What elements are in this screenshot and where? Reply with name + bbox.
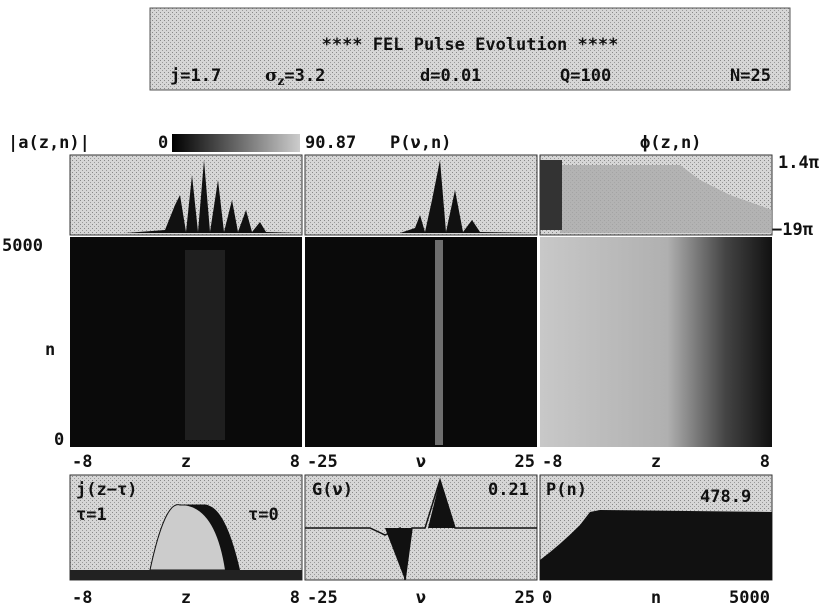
power-max: 478.9 [700, 487, 751, 507]
axis-labels: -8 z 8 -25 ν 25 0 n 5000 [72, 588, 770, 608]
n-label: n [45, 340, 55, 360]
phase-edge [540, 160, 562, 230]
axis-label: 5000 [729, 588, 770, 608]
axis-label: 25 [515, 588, 535, 608]
phase-bottom: −19π [772, 220, 814, 240]
base [70, 570, 302, 580]
axis-label: 8 [760, 452, 770, 472]
axis-label: z [181, 588, 191, 608]
param: j=1.7 [170, 66, 221, 86]
sigma-symbol: σ [265, 66, 278, 86]
sigma-sub: z [278, 74, 285, 88]
tau-right: τ=0 [248, 505, 279, 525]
heatmap [305, 237, 537, 447]
colorbar-min: 0 [158, 133, 168, 153]
tau-left: τ=1 [76, 505, 107, 525]
colorbar-max: 90.87 [305, 133, 356, 153]
n-bottom: 0 [54, 430, 64, 450]
power-curve [540, 510, 772, 580]
axis-labels: -8 z 8 -25 ν 25 -8 z 8 [72, 452, 770, 472]
heatmap-signal [435, 240, 443, 445]
spectrum-shape [400, 160, 535, 233]
header-box [149, 7, 791, 91]
title: **** FEL Pulse Evolution **** [322, 35, 619, 55]
heatmap-signal [185, 250, 225, 440]
param: Q=100 [560, 66, 611, 86]
axis-label: 25 [515, 452, 535, 472]
panel-label: G(ν) [312, 480, 353, 500]
axis-label: ν [416, 452, 426, 472]
axis-label: z [181, 452, 191, 472]
heatmap [540, 237, 772, 447]
axis-label: 0 [542, 588, 552, 608]
axis-label: z [651, 452, 661, 472]
panel-label: P(ν,n) [390, 133, 451, 153]
gain-fill [385, 480, 455, 580]
panel [69, 154, 303, 236]
colorbar [172, 134, 300, 152]
axis-label: 8 [290, 588, 300, 608]
panel-label: j(z−τ) [76, 480, 137, 500]
gain-max: 0.21 [488, 480, 529, 500]
phase-top: 1.4π [778, 153, 820, 173]
axis-label: ν [416, 588, 426, 608]
sigma-value: =3.2 [284, 66, 325, 86]
axis-label: n [651, 588, 661, 608]
axis-label: -8 [72, 452, 92, 472]
panel-label: |a(z,n)| [8, 133, 90, 153]
pulse-shape [125, 160, 300, 233]
axis-label: -8 [72, 588, 92, 608]
param: d=0.01 [420, 66, 481, 86]
panel-label: P(n) [546, 480, 587, 500]
panel-label: ϕ(z,n) [640, 133, 701, 153]
param: N=25 [730, 66, 771, 86]
param: σz=3.2 [265, 66, 325, 88]
axis-label: 8 [290, 452, 300, 472]
n-top: 5000 [2, 236, 43, 256]
current-now [180, 505, 240, 570]
axis-label: -25 [307, 452, 338, 472]
axis-label: -25 [307, 588, 338, 608]
phase-shape [560, 165, 772, 233]
axis-label: -8 [542, 452, 562, 472]
